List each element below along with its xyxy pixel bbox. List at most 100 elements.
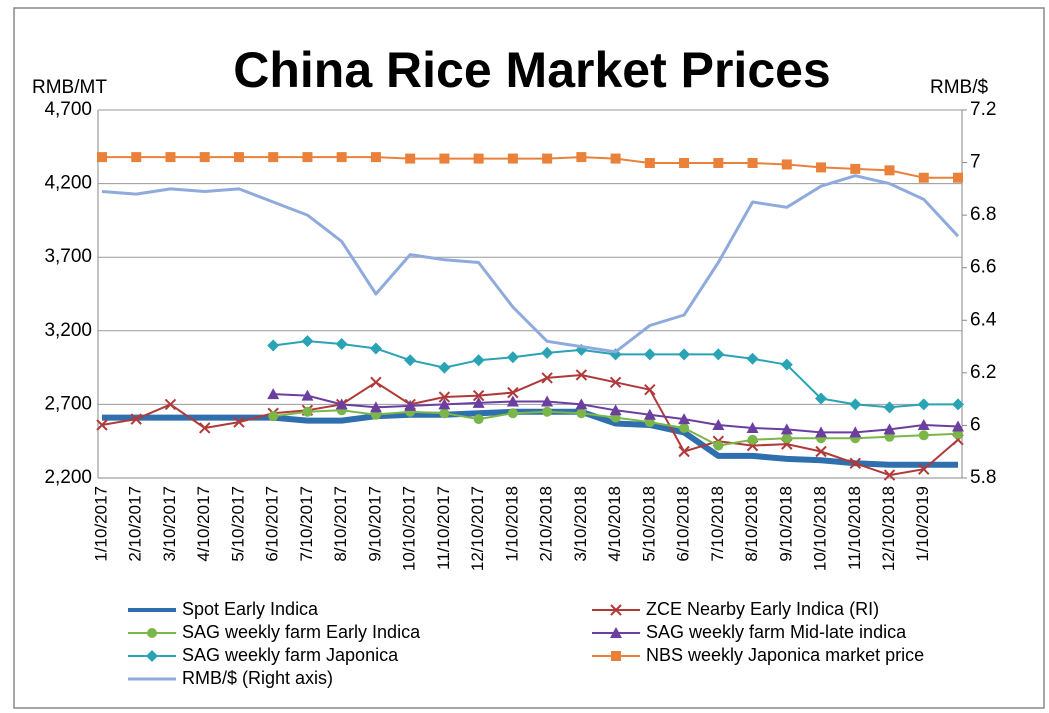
marker — [609, 404, 622, 416]
x-tick-label: 6/10/2018 — [674, 486, 693, 562]
marker — [883, 401, 896, 414]
y-tick-label: 4,200 — [44, 173, 92, 194]
marker — [610, 153, 621, 164]
marker — [233, 152, 244, 163]
marker — [679, 157, 690, 168]
y2-tick-label: 7.2 — [970, 99, 996, 120]
marker — [472, 354, 485, 367]
marker — [541, 395, 554, 407]
marker — [849, 398, 862, 411]
marker — [97, 152, 107, 163]
y2-tick-label: 6.4 — [970, 309, 997, 330]
y2-tick-label: 6.2 — [970, 362, 996, 383]
marker — [267, 388, 280, 400]
marker — [849, 457, 861, 469]
marker — [815, 426, 828, 438]
marker — [542, 153, 553, 164]
marker — [542, 406, 553, 417]
marker — [815, 392, 828, 405]
marker — [644, 383, 656, 396]
marker — [643, 408, 656, 420]
marker — [747, 434, 758, 445]
marker — [405, 153, 416, 164]
marker — [712, 348, 725, 361]
marker — [506, 351, 519, 364]
x-tick-label: 1/10/2017 — [91, 486, 110, 562]
marker — [644, 157, 655, 168]
x-tick-label: 3/10/2018 — [571, 486, 590, 562]
legend-label: SAG weekly farm Japonica — [182, 645, 399, 665]
marker — [369, 342, 382, 355]
y-tick-label: 3,700 — [44, 246, 92, 267]
marker — [439, 153, 450, 164]
marker — [780, 358, 793, 371]
marker — [884, 165, 895, 176]
x-tick-label: 2/10/2017 — [126, 486, 145, 562]
x-tick-label: 5/10/2018 — [639, 486, 658, 562]
x-tick-label: 7/10/2017 — [297, 486, 316, 562]
marker — [713, 157, 724, 168]
marker — [611, 651, 621, 661]
x-tick-label: 1/10/2019 — [913, 486, 932, 562]
marker — [917, 398, 930, 411]
marker — [369, 401, 382, 413]
marker — [404, 399, 417, 411]
marker — [164, 398, 177, 411]
y2-axis-label: RMB/$ — [930, 77, 989, 98]
marker — [267, 339, 280, 352]
legend-label: ZCE Nearby Early Indica (RI) — [646, 599, 879, 619]
marker — [883, 469, 896, 481]
x-tick-label: 8/10/2017 — [331, 486, 350, 562]
marker — [575, 369, 588, 381]
marker — [302, 152, 313, 163]
marker — [917, 419, 930, 431]
marker — [335, 338, 348, 351]
chart-title: China Rice Market Prices — [233, 42, 831, 98]
marker — [815, 445, 827, 458]
legend-label: SAG weekly farm Mid-late indica — [646, 622, 907, 642]
marker — [781, 433, 792, 444]
x-tick-label: 8/10/2018 — [742, 486, 761, 562]
marker — [370, 376, 382, 389]
legend-label: NBS weekly Japonica market price — [646, 645, 924, 665]
marker — [713, 440, 724, 451]
marker — [438, 398, 451, 410]
marker — [96, 419, 108, 431]
marker — [473, 414, 484, 425]
x-tick-label: 3/10/2017 — [160, 486, 179, 562]
marker — [678, 413, 691, 425]
x-tick-label: 4/10/2018 — [605, 486, 624, 562]
marker — [678, 445, 690, 458]
marker — [335, 398, 348, 410]
marker — [712, 419, 725, 431]
marker — [507, 153, 518, 164]
x-tick-label: 9/10/2017 — [365, 486, 384, 562]
marker — [849, 426, 862, 438]
legend-label: Spot Early Indica — [182, 599, 319, 619]
marker — [883, 423, 896, 435]
marker — [506, 395, 519, 407]
marker — [610, 604, 622, 616]
y-tick-label: 2,200 — [44, 467, 92, 488]
y2-tick-label: 7 — [970, 152, 981, 173]
y2-tick-label: 5.8 — [970, 467, 996, 488]
y2-tick-label: 6.8 — [970, 204, 996, 225]
marker — [473, 153, 484, 164]
series-line — [101, 374, 959, 477]
marker — [233, 416, 245, 428]
marker — [131, 152, 142, 163]
marker — [507, 386, 519, 399]
marker — [147, 628, 157, 638]
x-tick-label: 10/10/2017 — [400, 486, 419, 571]
x-tick-label: 7/10/2018 — [708, 486, 727, 562]
marker — [953, 172, 963, 183]
marker — [199, 152, 210, 163]
legend-label: SAG weekly farm Early Indica — [182, 622, 421, 642]
marker — [918, 172, 929, 183]
marker — [747, 157, 758, 168]
marker — [850, 163, 861, 174]
y2-tick-label: 6.6 — [970, 257, 996, 278]
marker — [370, 152, 381, 163]
marker — [816, 162, 827, 173]
